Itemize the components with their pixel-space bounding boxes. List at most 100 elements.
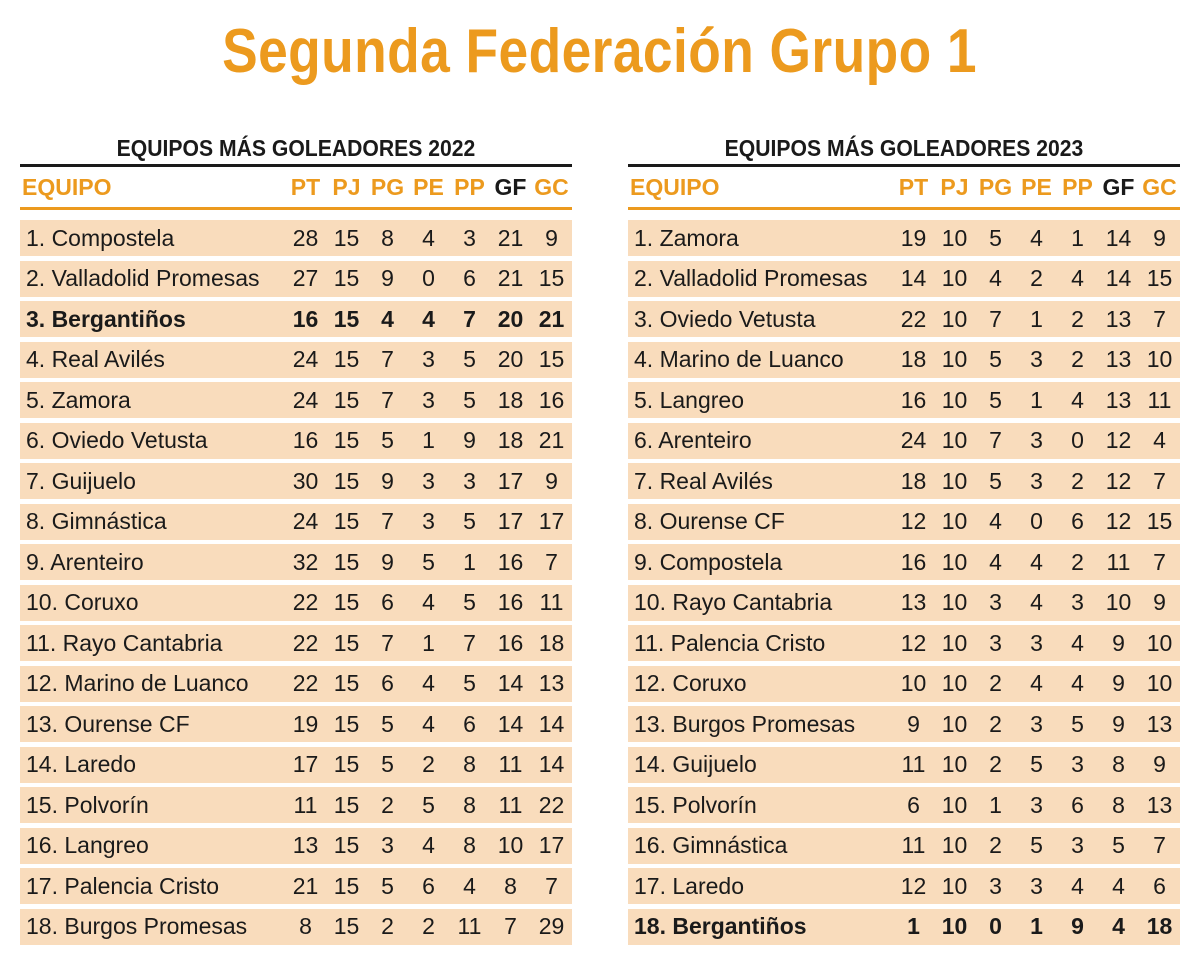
stat-pt: 11	[293, 791, 318, 818]
header-gc: GC	[1142, 173, 1177, 200]
stat-gc: 10	[1146, 629, 1173, 656]
stat-pe: 2	[422, 751, 435, 777]
stat-pe: 4	[422, 305, 435, 332]
table-row: 1. Zamora 19 10 5 4 1 14 9	[628, 220, 1180, 256]
team-name: 12. Coruxo	[634, 670, 747, 696]
stat-gf: 13	[1105, 305, 1132, 332]
stat-pe: 5	[1030, 751, 1043, 777]
stat-pe: 4	[422, 670, 435, 696]
team-name: 10. Rayo Cantabria	[634, 589, 833, 615]
stat-pp: 9	[1071, 913, 1084, 939]
stat-gc: 18	[538, 629, 565, 656]
stat-pp: 8	[463, 791, 476, 818]
stat-pe: 4	[422, 710, 435, 737]
table-row: 10. Rayo Cantabria 13 10 3 4 3 10 9	[628, 584, 1180, 621]
stat-pj: 15	[333, 751, 360, 777]
stat-gc: 10	[1146, 670, 1173, 696]
stat-gc: 22	[538, 791, 565, 818]
stat-gc: 7	[1153, 832, 1166, 858]
stat-pg: 1	[989, 791, 1002, 818]
stat-pt: 19	[292, 710, 319, 737]
stat-pj: 15	[333, 629, 360, 656]
stat-pj: 15	[333, 265, 360, 291]
stat-gf: 7	[504, 913, 517, 939]
stat-pe: 4	[422, 224, 435, 251]
stat-gf: 20	[497, 346, 524, 372]
stat-gf: 11	[1106, 548, 1131, 575]
stat-pj: 10	[941, 670, 968, 696]
stat-pg: 2	[989, 751, 1002, 777]
team-name: 6. Arenteiro	[634, 427, 752, 453]
table-row: 5. Langreo 16 10 5 1 4 13 11	[628, 382, 1180, 418]
stat-gc: 21	[538, 427, 565, 453]
stat-pt: 9	[907, 710, 920, 737]
stat-pe: 3	[1030, 467, 1043, 494]
team-name: 5. Langreo	[634, 386, 744, 413]
stat-pg: 2	[381, 913, 394, 939]
stat-gc: 9	[1153, 751, 1166, 777]
stat-gc: 9	[1153, 589, 1166, 615]
stat-pt: 6	[907, 791, 920, 818]
stat-pp: 6	[1071, 508, 1084, 534]
stat-gf: 9	[1112, 710, 1125, 737]
team-name: 13. Burgos Promesas	[634, 710, 856, 737]
stat-pj: 10	[941, 913, 968, 939]
stat-pg: 5	[989, 386, 1002, 413]
table-row: 9. Arenteiro 32 15 9 5 1 16 7	[20, 544, 572, 580]
team-name: 11. Palencia Cristo	[634, 629, 826, 656]
stat-pe: 3	[422, 508, 435, 534]
stat-gc: 15	[1146, 265, 1173, 291]
stat-gc: 9	[545, 224, 558, 251]
stat-pj: 10	[941, 305, 968, 332]
stat-pj: 15	[333, 832, 360, 858]
stat-pe: 1	[1030, 913, 1043, 939]
divider	[628, 207, 1180, 210]
stat-gc: 18	[1146, 913, 1173, 939]
stat-gc: 29	[538, 913, 565, 939]
stat-pp: 3	[1071, 832, 1084, 858]
stat-gf: 8	[504, 872, 517, 899]
table-row: 15. Polvorín 11 15 2 5 8 11 22	[20, 787, 572, 823]
stat-pt: 13	[292, 832, 319, 858]
stat-pt: 11	[901, 751, 926, 777]
stat-pp: 8	[463, 751, 476, 777]
stat-gc: 4	[1153, 427, 1166, 453]
stat-pe: 4	[1030, 224, 1043, 251]
stat-gf: 16	[497, 629, 524, 656]
stat-pp: 5	[463, 589, 476, 615]
header-pt: PT	[898, 173, 929, 200]
stat-pt: 13	[900, 589, 927, 615]
table-row: 3. Oviedo Vetusta 22 10 7 1 2 13 7	[628, 301, 1180, 337]
team-name: 3. Bergantiños	[26, 305, 186, 332]
team-name: 9. Compostela	[634, 548, 783, 575]
table-row: 10. Coruxo 22 15 6 4 5 16 11	[20, 584, 572, 621]
stat-pt: 22	[292, 629, 319, 656]
stat-gc: 15	[538, 346, 565, 372]
team-name: 10. Coruxo	[26, 589, 139, 615]
stat-pe: 3	[1030, 872, 1043, 899]
stat-pp: 5	[1071, 710, 1084, 737]
stat-pg: 3	[381, 832, 394, 858]
stat-pj: 15	[333, 427, 360, 453]
stat-pe: 3	[422, 467, 435, 494]
stat-pj: 10	[941, 710, 968, 737]
header-gc: GC	[534, 173, 569, 200]
table-row: 18. Burgos Promesas 8 15 2 2 11 7 29	[20, 908, 572, 945]
stat-gf: 4	[1112, 913, 1125, 939]
team-name: 5. Zamora	[26, 386, 131, 413]
table-row: 1. Compostela 28 15 8 4 3 21 9	[20, 220, 572, 256]
stat-pp: 0	[1071, 427, 1084, 453]
stat-pj: 15	[333, 224, 360, 251]
team-name: 3. Oviedo Vetusta	[634, 305, 816, 332]
table-row: 15. Polvorín 6 10 1 3 6 8 13	[628, 787, 1180, 823]
team-name: 9. Arenteiro	[26, 548, 144, 575]
table-row: 7. Real Avilés 18 10 5 3 2 12 7	[628, 463, 1180, 499]
stat-pp: 6	[463, 710, 476, 737]
header-gf: GF	[494, 173, 527, 200]
table-row: 13. Burgos Promesas 9 10 2 3 5 9 13	[628, 706, 1180, 742]
stat-pe: 2	[1030, 265, 1043, 291]
stat-pt: 22	[292, 670, 319, 696]
stat-gc: 7	[545, 872, 558, 899]
table-row: 16. Gimnástica 11 10 2 5 3 5 7	[628, 827, 1180, 864]
stat-pj: 15	[333, 670, 360, 696]
